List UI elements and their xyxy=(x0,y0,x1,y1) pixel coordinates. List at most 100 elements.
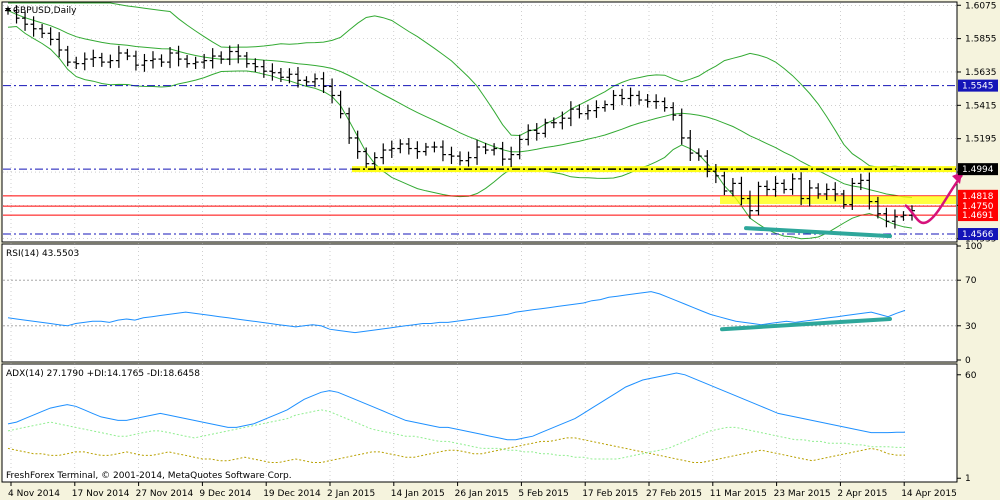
ohlc-bar xyxy=(320,72,327,94)
ohlc-bar xyxy=(704,150,711,178)
date-tick-label: 14 Jan 2015 xyxy=(391,489,445,499)
price-tag-label: 1.4566 xyxy=(962,230,994,240)
ohlc-bar xyxy=(567,101,574,127)
ohlc-bar xyxy=(414,141,421,159)
ohlc-bar xyxy=(738,176,745,206)
ohlc-bar xyxy=(269,63,276,81)
ohlc-bar xyxy=(798,172,805,206)
ohlc-bar xyxy=(525,124,532,146)
rsi-title: RSI(14) 43.5503 xyxy=(6,249,79,259)
ohlc-bar xyxy=(312,73,319,88)
bollinger-lower xyxy=(7,25,913,240)
ohlc-bar xyxy=(508,146,515,168)
forecast-arrow xyxy=(904,174,963,225)
ohlc-bar xyxy=(627,87,634,107)
ohlc-bar xyxy=(584,104,591,120)
ohlc-bar xyxy=(294,66,301,88)
ohlc-bar xyxy=(678,108,685,145)
ohlc-bar xyxy=(158,54,165,67)
ohlc-bar xyxy=(849,178,856,210)
date-tick-label: 19 Dec 2014 xyxy=(263,489,321,499)
ohlc-bar xyxy=(30,16,37,37)
resistance-zone xyxy=(720,196,956,205)
adx-tick-label: 60 xyxy=(965,371,977,381)
ohlc-bar xyxy=(243,51,250,68)
date-tick-label: 27 Feb 2015 xyxy=(646,489,702,499)
ohlc-bar xyxy=(542,118,549,138)
ohlc-bar xyxy=(405,137,412,155)
ohlc-bar xyxy=(201,53,208,69)
ohlc-bar xyxy=(576,104,583,119)
ohlc-bar xyxy=(184,54,191,68)
ohlc-bar xyxy=(22,11,29,31)
ohlc-bar xyxy=(559,111,566,130)
ohlc-bar xyxy=(380,143,387,165)
price-tag[interactable]: 1.4818 xyxy=(958,189,998,202)
price-tick-label: 1.5195 xyxy=(965,135,997,145)
rsi-panel[interactable] xyxy=(1,243,958,363)
date-tick-label: 9 Dec 2014 xyxy=(199,489,251,499)
ohlc-bar xyxy=(47,27,54,46)
rsi-trendline xyxy=(720,316,892,332)
ohlc-bar xyxy=(115,45,122,68)
adx-layer xyxy=(7,372,905,463)
price-tick-label: 1.5855 xyxy=(965,35,997,45)
price-tag[interactable]: 1.4994 xyxy=(958,163,998,176)
copyright-text: FreshForex Terminal, © 2001-2014, MetaQu… xyxy=(6,471,292,481)
ohlc-bar xyxy=(806,180,813,207)
bollinger-middle xyxy=(7,10,913,198)
ohlc-bar xyxy=(192,56,199,70)
ohlc-bar xyxy=(422,142,429,156)
ohlc-bar xyxy=(371,152,378,170)
adx-series-0 xyxy=(7,372,905,441)
ohlc-bar xyxy=(653,94,660,109)
price-tag[interactable]: 1.4691 xyxy=(958,209,998,222)
price-tag-box xyxy=(958,209,998,222)
ohlc-bar xyxy=(329,78,336,104)
price-tag[interactable]: 1.4566 xyxy=(958,228,998,241)
price-tag-label: 1.4750 xyxy=(962,202,994,212)
adx-series-2 xyxy=(7,409,905,460)
triangle-down-icon[interactable] xyxy=(5,8,11,12)
ohlc-bar xyxy=(729,178,736,197)
date-tick-label: 2 Jan 2015 xyxy=(327,489,375,499)
price-tick-label: 1.5635 xyxy=(965,68,997,78)
price-layer xyxy=(3,2,963,240)
price-tag-box xyxy=(958,163,998,176)
ohlc-bar xyxy=(823,183,830,201)
ohlc-bar xyxy=(499,141,506,166)
ohlc-bar xyxy=(815,183,822,199)
ohlc-bar xyxy=(388,140,395,158)
ohlc-bar xyxy=(124,48,131,61)
ohlc-bar xyxy=(764,180,771,196)
price-tag-box xyxy=(958,79,998,92)
ohlc-bar xyxy=(636,90,643,105)
ohlc-bar xyxy=(439,140,446,162)
ohlc-bar xyxy=(337,90,344,119)
ohlc-bar xyxy=(482,142,489,155)
adx-panel[interactable] xyxy=(1,363,958,483)
ohlc-bar xyxy=(610,90,617,110)
rsi-tick-label: 0 xyxy=(965,356,971,366)
ohlc-bar xyxy=(874,196,881,219)
axis-layer: 1.60751.58551.56351.54151.51951.49751.47… xyxy=(8,1,998,499)
ohlc-bar xyxy=(601,100,608,112)
date-tick-label: 27 Nov 2014 xyxy=(136,489,194,499)
price-trendline xyxy=(744,226,892,239)
date-tick-label: 14 Apr 2015 xyxy=(901,489,957,499)
ohlc-bar xyxy=(866,172,873,210)
price-tick-label: 1.6075 xyxy=(965,1,997,11)
rsi-tick-label: 100 xyxy=(965,242,982,252)
ohlc-bar xyxy=(397,139,404,154)
price-tag[interactable]: 1.5545 xyxy=(958,79,998,92)
ohlc-bar xyxy=(260,60,267,78)
ohlc-bar xyxy=(619,88,626,106)
ohlc-bar xyxy=(346,107,353,144)
ohlc-bar xyxy=(141,53,148,72)
price-tag-box xyxy=(958,189,998,202)
ohlc-bar xyxy=(491,143,498,156)
ohlc-bar xyxy=(789,173,796,195)
ohlc-bar xyxy=(286,68,293,84)
ohlc-bar xyxy=(363,147,370,168)
ohlc-bar xyxy=(175,45,182,67)
